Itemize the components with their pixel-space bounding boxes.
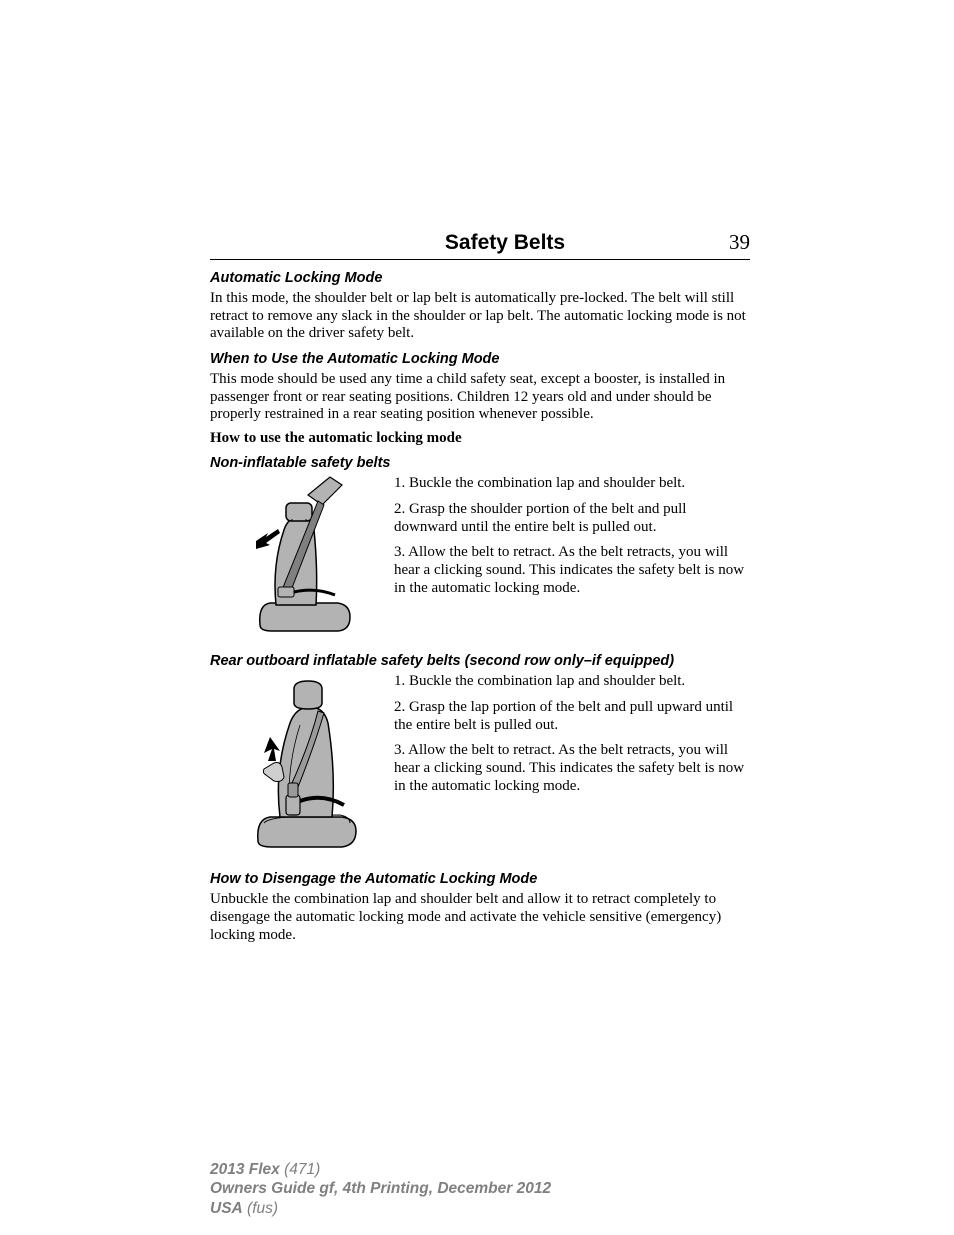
heading-when-use: When to Use the Automatic Locking Mode: [210, 351, 750, 367]
footer-line-1: 2013 Flex (471): [210, 1160, 750, 1179]
page-header: Safety Belts 39: [210, 230, 750, 260]
figure-row-2: 1. Buckle the combination lap and should…: [210, 673, 750, 863]
page-content: Safety Belts 39 Automatic Locking Mode I…: [210, 230, 750, 950]
footer: 2013 Flex (471) Owners Guide gf, 4th Pri…: [210, 1160, 750, 1218]
footer-suffix: (fus): [243, 1200, 278, 1217]
footer-region: USA: [210, 1200, 243, 1217]
heading-rear: Rear outboard inflatable safety belts (s…: [210, 653, 750, 669]
figure-row-1: 1. Buckle the combination lap and should…: [210, 475, 750, 645]
seat-diagram-2: [210, 673, 380, 863]
footer-line-2: Owners Guide gf, 4th Printing, December …: [210, 1179, 750, 1198]
heading-auto-lock: Automatic Locking Mode: [210, 270, 750, 286]
step-1b: 2. Grasp the shoulder portion of the bel…: [394, 501, 750, 536]
heading-noninflatable: Non-inflatable safety belts: [210, 455, 750, 471]
heading-how-use: How to use the automatic locking mode: [210, 430, 750, 447]
body-disengage: Unbuckle the combination lap and shoulde…: [210, 891, 750, 944]
footer-code: (471): [280, 1161, 321, 1178]
footer-line-3: USA (fus): [210, 1199, 750, 1218]
step-1c: 3. Allow the belt to retract. As the bel…: [394, 544, 750, 597]
body-auto-lock: In this mode, the shoulder belt or lap b…: [210, 290, 750, 343]
steps-noninflatable: 1. Buckle the combination lap and should…: [394, 475, 750, 645]
steps-rear: 1. Buckle the combination lap and should…: [394, 673, 750, 863]
header-title: Safety Belts: [210, 231, 700, 255]
footer-model: 2013 Flex: [210, 1161, 280, 1178]
step-2b: 2. Grasp the lap portion of the belt and…: [394, 699, 750, 734]
seat-diagram-1: [210, 475, 380, 645]
body-when-use: This mode should be used any time a chil…: [210, 371, 750, 424]
page-number: 39: [700, 230, 750, 255]
step-2a: 1. Buckle the combination lap and should…: [394, 673, 750, 691]
step-2c: 3. Allow the belt to retract. As the bel…: [394, 742, 750, 795]
step-1a: 1. Buckle the combination lap and should…: [394, 475, 750, 493]
heading-disengage: How to Disengage the Automatic Locking M…: [210, 871, 750, 887]
